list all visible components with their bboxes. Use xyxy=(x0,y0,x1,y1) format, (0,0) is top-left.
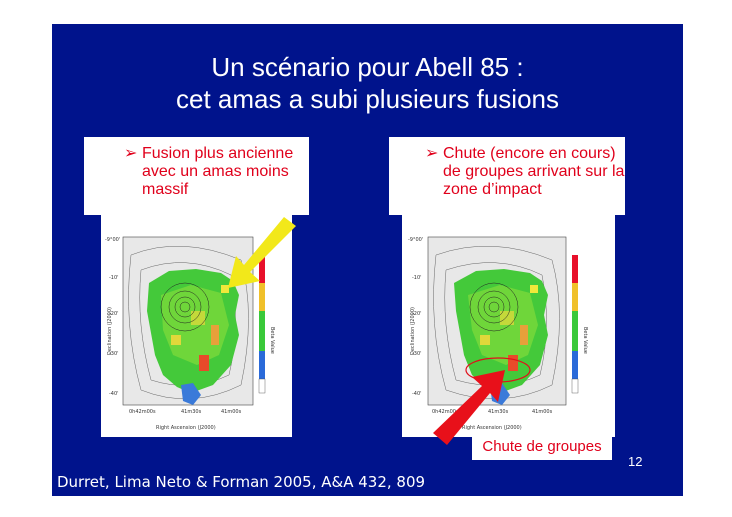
left-map-figure: Beta Value Declination (J2000) Right Asc… xyxy=(101,215,292,437)
left-bullet-line-1: Fusion plus ancienne xyxy=(142,145,294,162)
right-bullet: ➢ Chute (encore en cours) de groupes arri… xyxy=(425,145,635,199)
left-bullet: ➢ Fusion plus ancienne avec un amas moins… xyxy=(124,145,314,199)
left-colorbar-label: Beta Value xyxy=(269,327,275,354)
bullet-arrow-icon: ➢ xyxy=(124,145,138,162)
title-line-2: cet amas a subi plusieurs fusions xyxy=(176,84,559,114)
left-xtick-2: 41m30s xyxy=(181,409,202,415)
callout-chute-de-groupes: Chute de groupes xyxy=(472,434,612,460)
right-ylabel: Declination (J2000) xyxy=(410,307,416,355)
left-ytick-4: -30' xyxy=(109,351,119,357)
citation-footer: Durret, Lima Neto & Forman 2005, A&A 432… xyxy=(57,473,426,491)
right-ytick-4: -30' xyxy=(412,351,422,357)
right-xlabel: Right Ascension (J2000) xyxy=(462,425,522,431)
left-bullet-line-3: massif xyxy=(142,181,189,198)
right-ytick-5: -40' xyxy=(412,391,422,397)
left-ytick-5: -40' xyxy=(109,391,119,397)
right-bullet-line-1: Chute (encore en cours) xyxy=(443,145,616,162)
left-ytick-1: -9°00' xyxy=(105,237,120,243)
right-bullet-line-2: de groupes arrivant sur la xyxy=(443,163,625,180)
left-ytick-2: -10' xyxy=(109,275,119,281)
arrows-overlay xyxy=(228,217,505,445)
left-bullet-line-2: avec un amas moins xyxy=(142,163,289,180)
yellow-arrow-icon xyxy=(228,217,296,288)
left-ytick-3: -20' xyxy=(109,311,119,317)
right-map-figure: Beta Value Declination (J2000) Right Asc… xyxy=(402,215,615,437)
left-xtick-1: 0h42m00s xyxy=(129,409,156,415)
slide: Un scénario pour Abell 85 : cet amas a s… xyxy=(52,24,683,496)
left-xtick-3: 41m00s xyxy=(221,409,242,415)
page-number: 12 xyxy=(628,454,643,469)
slide-title: Un scénario pour Abell 85 : cet amas a s… xyxy=(52,51,683,115)
red-arrow-icon xyxy=(433,370,505,445)
right-text-panel xyxy=(389,137,625,215)
right-ytick-3: -20' xyxy=(412,311,422,317)
right-colorbar-label: Beta Value xyxy=(582,327,588,354)
left-text-panel xyxy=(84,137,309,215)
right-ytick-2: -10' xyxy=(412,275,422,281)
bullet-arrow-icon: ➢ xyxy=(425,145,439,162)
title-line-1: Un scénario pour Abell 85 : xyxy=(211,52,524,82)
left-ylabel: Declination (J2000) xyxy=(107,307,113,355)
right-bullet-line-3: zone d’impact xyxy=(443,181,542,198)
right-ytick-1: -9°00' xyxy=(408,237,423,243)
right-xtick-3: 41m00s xyxy=(532,409,553,415)
left-xlabel: Right Ascension (J2000) xyxy=(156,425,216,431)
right-xtick-2: 41m30s xyxy=(488,409,509,415)
right-xtick-1: 0h42m00s xyxy=(432,409,459,415)
left-beta-map: Beta Value Declination (J2000) Right Asc… xyxy=(105,236,275,431)
